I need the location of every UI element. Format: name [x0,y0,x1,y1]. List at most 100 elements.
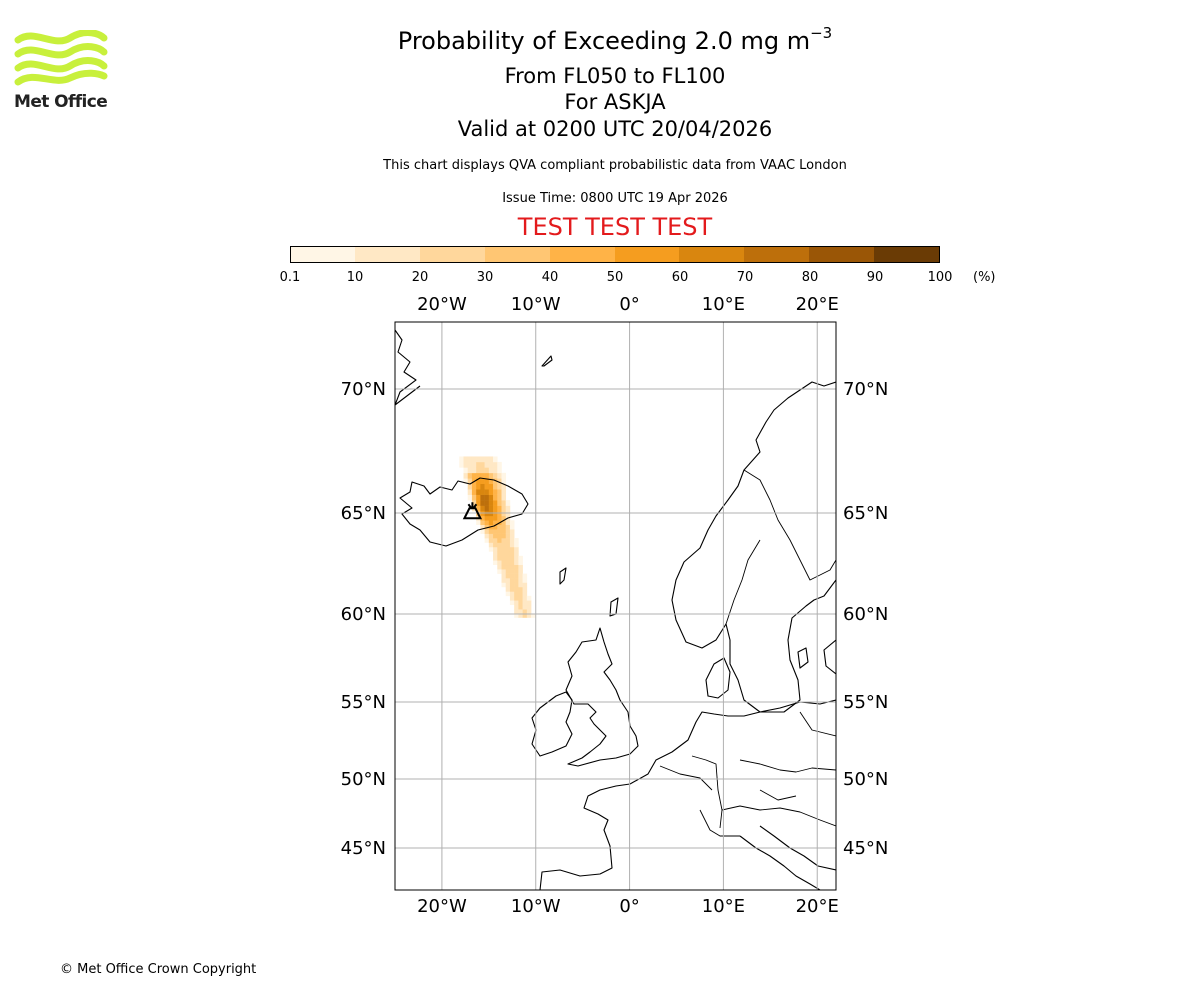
plume-cell [514,555,519,561]
colorbar-tick-label: 90 [866,270,884,285]
plume-cell [518,604,523,610]
plume-cell [514,609,519,614]
plume-cell [471,461,477,468]
plume-cell [484,467,490,474]
plume-cell [488,515,494,521]
plume-cell [514,591,519,597]
plume-cell [518,582,523,588]
plume-cell [501,472,507,479]
plume-cell [501,478,507,485]
plume-cell [522,595,528,601]
plume-cell [531,613,536,618]
plume-cell [480,494,485,501]
plume-cell [518,591,523,597]
plume-cell [514,582,519,588]
plume-cell [471,500,477,506]
plume-cell [514,560,519,566]
plume-cell [514,551,519,557]
plume-cell [509,595,515,601]
plume-cell [505,578,511,583]
plume-cell [501,520,507,526]
plume-cell [488,478,494,485]
plume-cell [488,520,494,526]
plume-cell [522,613,528,618]
plume-cell [488,529,494,534]
plume-cell [480,505,485,512]
plume-cell [493,461,498,468]
plume-cell [509,600,515,606]
plume-cell [501,542,507,548]
plume-cell [514,600,519,606]
plume-cell [505,564,511,570]
plume-cell [484,489,490,495]
plume-cell [493,533,498,539]
plume-cell [505,586,511,592]
plume-cell [467,483,473,490]
plume-cell [476,483,481,490]
plume-cell [480,456,485,463]
lat-label-right: 50°N [843,769,888,790]
plume-cell [505,511,511,517]
axis-labels: 20°W 20°W 10°W 10°W 0° 0° 10°E 10°E 20°E 20°E 70°N… [341,294,889,917]
chart-description: This chart displays QVA compliant probab… [383,158,847,173]
plume-cell [480,529,485,534]
plume-cell [518,569,523,574]
coast-ireland [531,691,573,757]
plume-cell [488,456,494,463]
plume-cell [484,505,490,512]
lat-label-left: 60°N [341,604,386,625]
colorbar-tick-label: 70 [736,270,754,285]
plume-cell [467,478,473,485]
lat-label-right: 60°N [843,604,888,625]
plume-cell [471,456,477,463]
plume-cell [522,582,528,588]
plume-cell [467,461,473,468]
plume-cell [522,600,528,606]
plume-cell [493,551,498,557]
plume-cell [471,472,477,479]
plume-cell [518,573,523,579]
plume-cell [488,461,494,468]
plume-cell [501,494,507,501]
plume-cell [509,578,515,583]
plume-cell [488,489,494,495]
plume-cell [484,511,490,517]
lon-label-top: 0° [619,294,639,315]
title-text: Probability of Exceeding 2.0 mg m [397,27,811,55]
plume-cell [476,461,481,468]
plume-cell [509,520,515,526]
colorbar-segment [419,247,485,262]
plume-cell [497,515,502,521]
plume-cell [526,609,532,614]
colorbar-tick-label: 40 [541,270,559,285]
plume-cell [480,461,485,468]
volcano-icon [462,502,483,520]
plume-cell [467,472,473,479]
met-office-waves-logo-icon [14,29,108,86]
plume-cell [484,461,490,468]
plume-cell [471,489,477,495]
lon-label-top: 10°E [702,294,745,315]
plume-cell [488,538,494,543]
colorbar-segment [614,247,680,262]
plume-cell [514,613,519,618]
coast-shetland [609,597,619,617]
plume-cell [480,472,485,479]
colorbar-tick-label: 0.1 [279,270,301,285]
plume-cell [505,505,511,512]
plume-cell [505,582,511,588]
plume-cell [493,515,498,521]
lat-label-left: 45°N [341,838,386,859]
plume-cell [501,560,507,566]
volcano-icon-shape [462,502,483,520]
plume-cell [493,505,498,512]
plume-cell [497,489,502,495]
coast-faroe [559,567,567,585]
plume-cell [467,467,473,474]
plume-cell [493,494,498,501]
plume-cell [497,483,502,490]
plume-cell [488,505,494,512]
plume-cell [484,515,490,521]
plume-cell [505,546,511,552]
plume-cell [505,560,511,566]
